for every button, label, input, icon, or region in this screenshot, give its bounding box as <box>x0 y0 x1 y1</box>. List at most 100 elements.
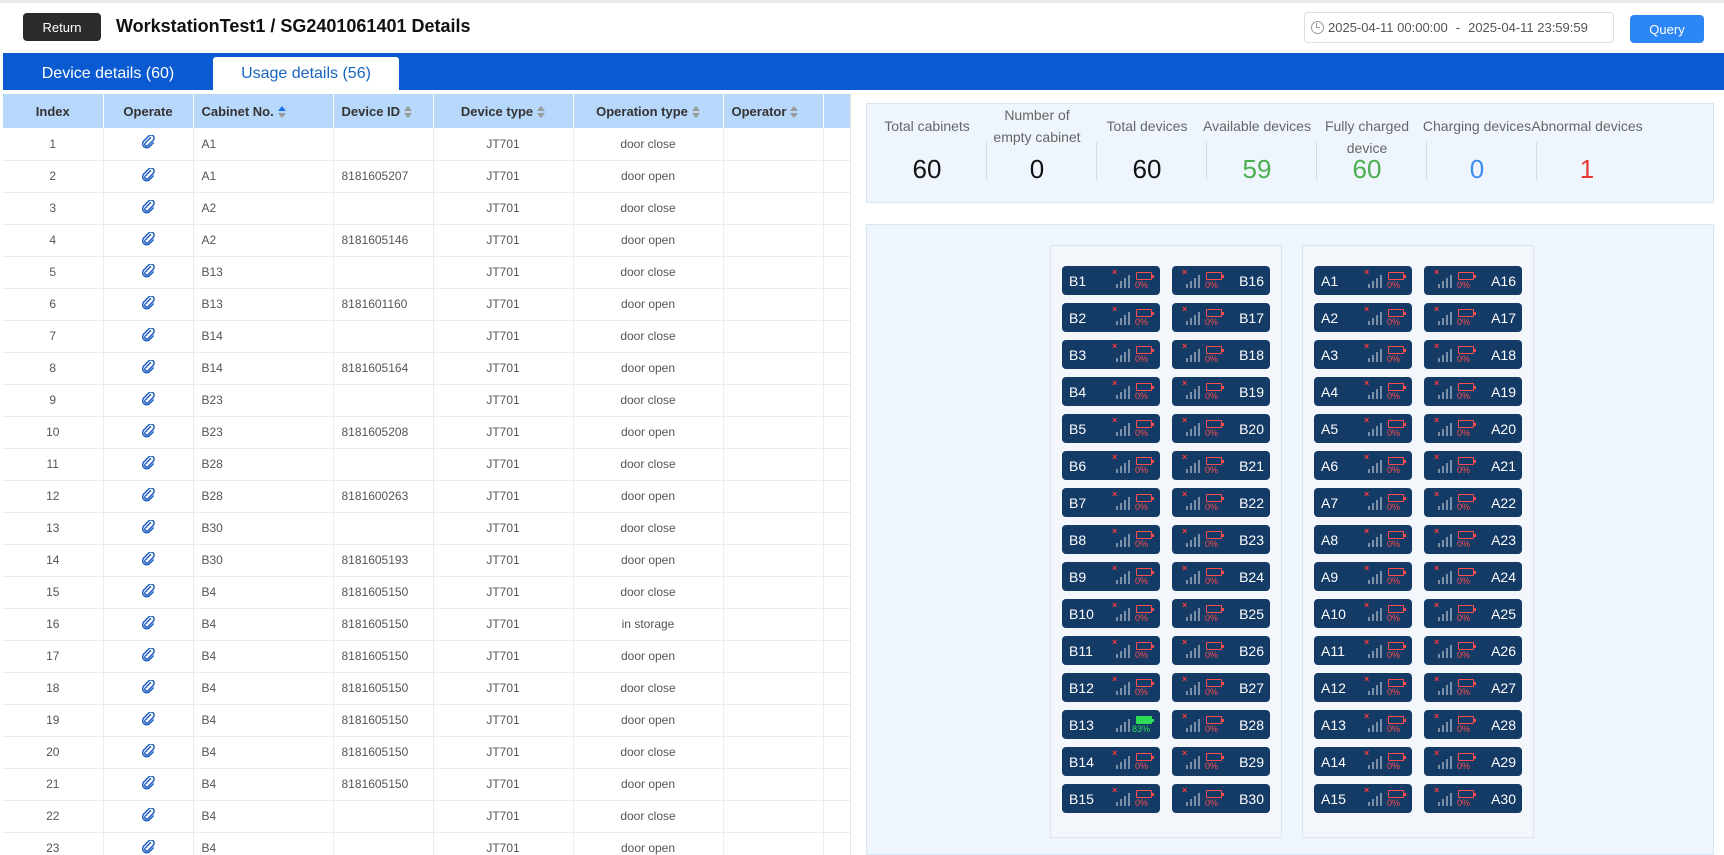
cabinet-slot[interactable]: A21 × 0% <box>1424 451 1522 480</box>
cabinet-slot[interactable]: A12 × 0% <box>1314 673 1412 702</box>
tab-usage-details[interactable]: Usage details (56) <box>213 57 399 90</box>
attachment-icon[interactable] <box>141 166 155 182</box>
attachment-icon[interactable] <box>141 838 155 854</box>
attachment-icon[interactable] <box>141 390 155 406</box>
cabinet-slot[interactable]: A27 × 0% <box>1424 673 1522 702</box>
cabinet-slot[interactable]: B25 × 0% <box>1172 599 1270 628</box>
cabinet-slot[interactable]: A6 × 0% <box>1314 451 1412 480</box>
sort-icon[interactable] <box>790 106 799 119</box>
cabinet-slot[interactable]: B10 × 0% <box>1062 599 1160 628</box>
cabinet-slot[interactable]: B13 ×83% <box>1062 710 1160 739</box>
cabinet-slot[interactable]: A25 × 0% <box>1424 599 1522 628</box>
cabinet-slot[interactable]: B4 × 0% <box>1062 377 1160 406</box>
attachment-icon[interactable] <box>141 198 155 214</box>
cabinet-slot[interactable]: A8 × 0% <box>1314 525 1412 554</box>
cabinet-slot[interactable]: B9 × 0% <box>1062 562 1160 591</box>
col-cabinet-no[interactable]: Cabinet No. <box>193 94 334 128</box>
cabinet-slot[interactable]: B16 × 0% <box>1172 266 1270 295</box>
cabinet-slot[interactable]: B1 × 0% <box>1062 266 1160 295</box>
cabinet-slot[interactable]: A17 × 0% <box>1424 303 1522 332</box>
cabinet-slot[interactable]: B2 × 0% <box>1062 303 1160 332</box>
cabinet-slot[interactable]: B23 × 0% <box>1172 525 1270 554</box>
attachment-icon[interactable] <box>141 326 155 342</box>
attachment-icon[interactable] <box>141 358 155 374</box>
attachment-icon[interactable] <box>141 454 155 470</box>
sort-icon[interactable] <box>404 106 413 119</box>
cabinet-slot[interactable]: A2 × 0% <box>1314 303 1412 332</box>
attachment-icon[interactable] <box>141 774 155 790</box>
cabinet-slot[interactable]: A9 × 0% <box>1314 562 1412 591</box>
cabinet-slot[interactable]: A16 × 0% <box>1424 266 1522 295</box>
return-button[interactable]: Return <box>23 13 101 41</box>
col-device-type[interactable]: Device type <box>433 94 574 128</box>
cabinet-slot[interactable]: B11 × 0% <box>1062 636 1160 665</box>
cabinet-slot[interactable]: B24 × 0% <box>1172 562 1270 591</box>
cabinet-slot[interactable]: B7 × 0% <box>1062 488 1160 517</box>
cabinet-slot[interactable]: B26 × 0% <box>1172 636 1270 665</box>
attachment-icon[interactable] <box>141 742 155 758</box>
attachment-icon[interactable] <box>141 134 155 149</box>
cabinet-slot[interactable]: A22 × 0% <box>1424 488 1522 517</box>
cabinet-slot[interactable]: A24 × 0% <box>1424 562 1522 591</box>
attachment-icon[interactable] <box>141 518 155 534</box>
cabinet-slot[interactable]: B5 × 0% <box>1062 414 1160 443</box>
attachment-icon[interactable] <box>141 678 155 694</box>
cabinet-slot[interactable]: A18 × 0% <box>1424 340 1522 369</box>
cabinet-slot[interactable]: B30 × 0% <box>1172 784 1270 813</box>
cabinet-slot[interactable]: A15 × 0% <box>1314 784 1412 813</box>
cabinet-slot[interactable]: A1 × 0% <box>1314 266 1412 295</box>
cabinet-slot[interactable]: B12 × 0% <box>1062 673 1160 702</box>
cabinet-slot[interactable]: A19 × 0% <box>1424 377 1522 406</box>
date-start[interactable]: 2025-04-11 00:00:00 <box>1328 20 1448 35</box>
attachment-icon[interactable] <box>141 230 155 246</box>
cabinet-slot[interactable]: A20 × 0% <box>1424 414 1522 443</box>
cabinet-slot[interactable]: A7 × 0% <box>1314 488 1412 517</box>
cabinet-slot[interactable]: A23 × 0% <box>1424 525 1522 554</box>
sort-icon[interactable] <box>691 106 700 119</box>
cabinet-slot[interactable]: A13 × 0% <box>1314 710 1412 739</box>
cabinet-slot[interactable]: B18 × 0% <box>1172 340 1270 369</box>
cabinet-slot[interactable]: B28 × 0% <box>1172 710 1270 739</box>
query-button[interactable]: Query <box>1630 15 1704 43</box>
cabinet-slot[interactable]: B17 × 0% <box>1172 303 1270 332</box>
cabinet-slot[interactable]: B20 × 0% <box>1172 414 1270 443</box>
attachment-icon[interactable] <box>141 646 155 662</box>
attachment-icon[interactable] <box>141 486 155 502</box>
cabinet-slot[interactable]: B15 × 0% <box>1062 784 1160 813</box>
attachment-icon[interactable] <box>141 582 155 598</box>
date-end[interactable]: 2025-04-11 23:59:59 <box>1468 20 1588 35</box>
cabinet-slot[interactable]: B21 × 0% <box>1172 451 1270 480</box>
col-operation-type[interactable]: Operation type <box>573 94 724 128</box>
date-range-picker[interactable]: 2025-04-11 00:00:00 - 2025-04-11 23:59:5… <box>1304 12 1614 43</box>
col-device-id[interactable]: Device ID <box>333 94 434 128</box>
attachment-icon[interactable] <box>141 806 155 822</box>
attachment-icon[interactable] <box>141 294 155 310</box>
cabinet-slot[interactable]: A26 × 0% <box>1424 636 1522 665</box>
cabinet-slot[interactable]: A28 × 0% <box>1424 710 1522 739</box>
cabinet-slot[interactable]: B27 × 0% <box>1172 673 1270 702</box>
cabinet-slot[interactable]: A14 × 0% <box>1314 747 1412 776</box>
cabinet-slot[interactable]: B6 × 0% <box>1062 451 1160 480</box>
cabinet-slot[interactable]: A29 × 0% <box>1424 747 1522 776</box>
attachment-icon[interactable] <box>141 550 155 566</box>
cabinet-slot[interactable]: B3 × 0% <box>1062 340 1160 369</box>
tab-device-details[interactable]: Device details (60) <box>41 64 175 82</box>
cabinet-slot[interactable]: A5 × 0% <box>1314 414 1412 443</box>
cabinet-slot[interactable]: B14 × 0% <box>1062 747 1160 776</box>
attachment-icon[interactable] <box>141 422 155 438</box>
cabinet-slot[interactable]: A11 × 0% <box>1314 636 1412 665</box>
attachment-icon[interactable] <box>141 614 155 630</box>
cabinet-slot[interactable]: B19 × 0% <box>1172 377 1270 406</box>
cabinet-slot[interactable]: B22 × 0% <box>1172 488 1270 517</box>
attachment-icon[interactable] <box>141 710 155 726</box>
col-operator[interactable]: Operator <box>723 94 824 128</box>
sort-icon[interactable] <box>537 106 546 119</box>
cabinet-slot[interactable]: A10 × 0% <box>1314 599 1412 628</box>
cabinet-slot[interactable]: B29 × 0% <box>1172 747 1270 776</box>
cabinet-slot[interactable]: A3 × 0% <box>1314 340 1412 369</box>
cabinet-slot[interactable]: B8 × 0% <box>1062 525 1160 554</box>
sort-icon[interactable] <box>277 106 286 119</box>
cabinet-slot[interactable]: A4 × 0% <box>1314 377 1412 406</box>
attachment-icon[interactable] <box>141 262 155 278</box>
cabinet-slot[interactable]: A30 × 0% <box>1424 784 1522 813</box>
